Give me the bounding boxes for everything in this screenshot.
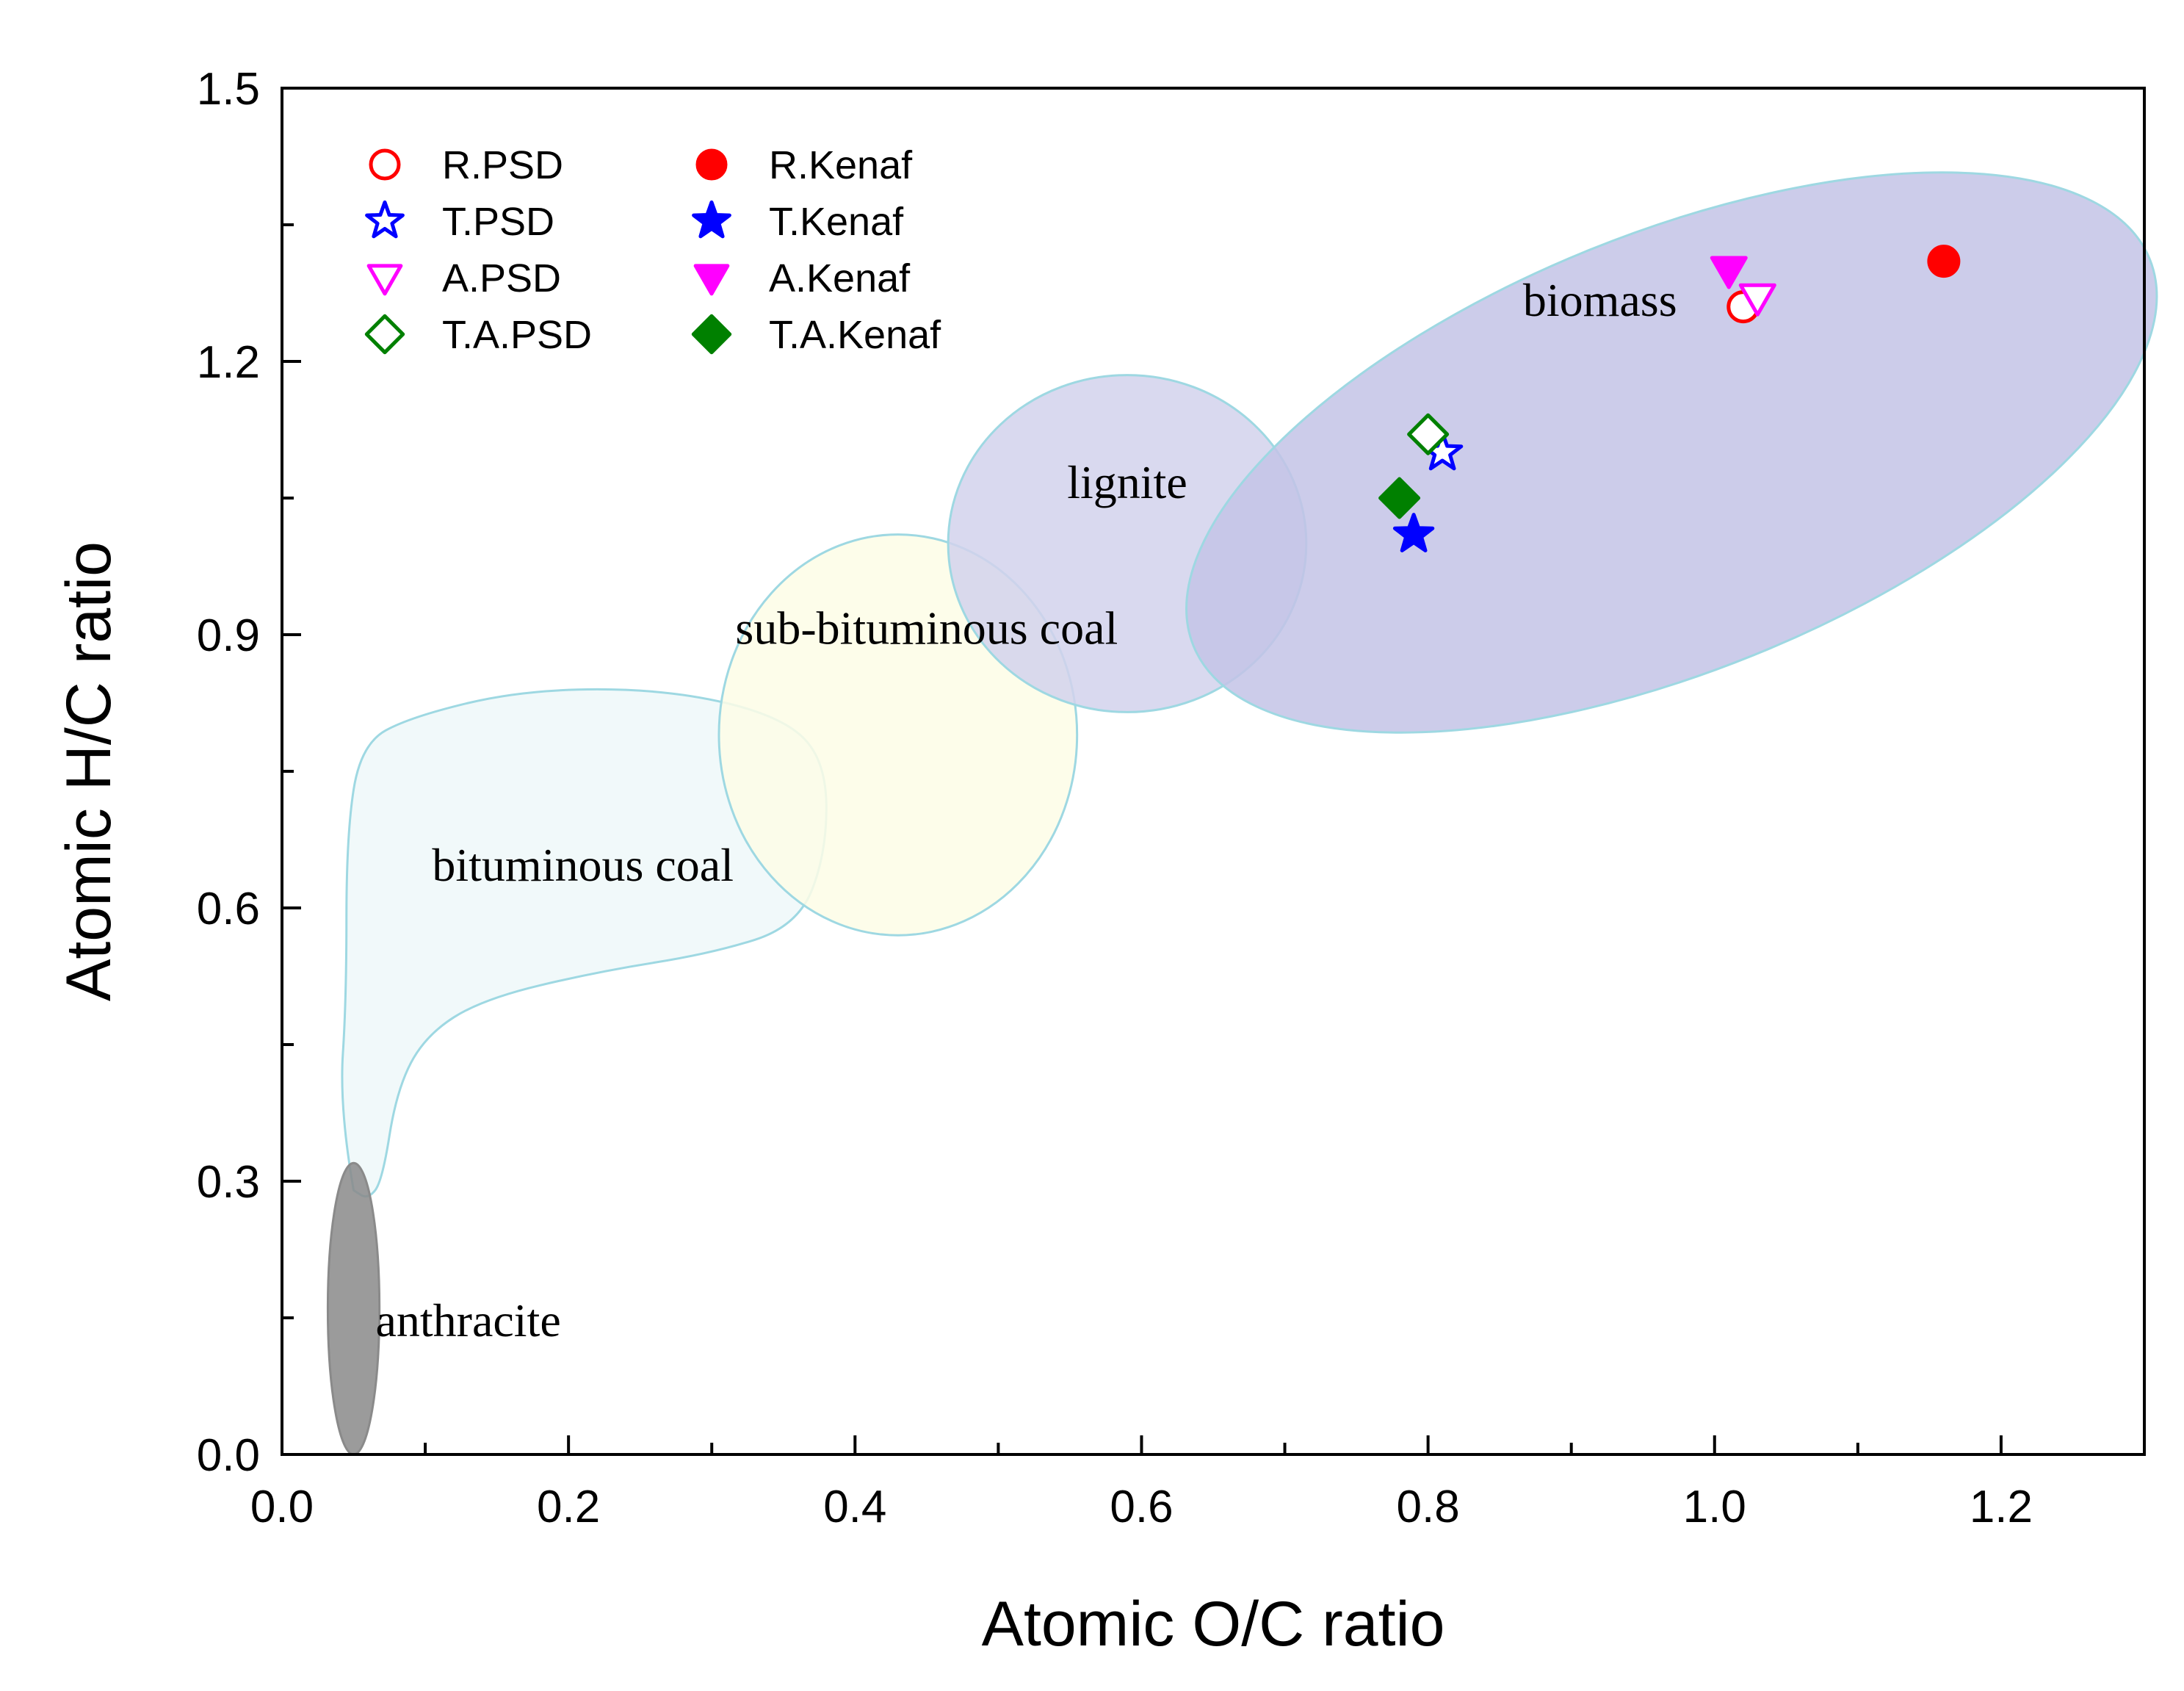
y-tick-label: 1.5 xyxy=(197,64,260,115)
data-point-a-kenaf xyxy=(1710,256,1748,289)
data-point-a-psd xyxy=(1738,283,1776,317)
legend-marker-t-a-kenaf xyxy=(691,314,732,355)
y-tick-label: 0.9 xyxy=(197,610,260,661)
legend-label-r-kenaf: R.Kenaf xyxy=(769,143,913,187)
legend-entry-t-a-psd: T.A.PSD xyxy=(364,313,592,357)
sub-bituminous-coal-label: sub-bituminous coal xyxy=(735,602,1118,654)
legend-entry-t-a-kenaf: T.A.Kenaf xyxy=(691,313,941,357)
legend-label-t-kenaf: T.Kenaf xyxy=(769,200,904,244)
y-tick-label: 0.6 xyxy=(197,884,260,934)
legend-label-t-psd: T.PSD xyxy=(442,200,554,244)
legend-entry-t-psd: T.PSD xyxy=(365,200,554,244)
legend-marker-a-kenaf xyxy=(693,264,730,296)
region-layer xyxy=(326,171,2158,1456)
legend-entry-r-psd: R.PSD xyxy=(369,143,563,187)
legend-entry-t-kenaf: T.Kenaf xyxy=(692,200,904,244)
legend-label-t-a-psd: T.A.PSD xyxy=(442,313,592,357)
x-tick-label: 1.0 xyxy=(1683,1482,1746,1532)
biomass-label: biomass xyxy=(1523,274,1677,326)
x-axis-title: Atomic O/C ratio xyxy=(982,1589,1445,1659)
anthracite-label: anthracite xyxy=(375,1294,560,1346)
data-point-r-kenaf xyxy=(1927,245,1961,278)
bituminous-coal-label: bituminous coal xyxy=(432,839,734,891)
legend-marker-r-psd xyxy=(369,148,401,181)
y-tick-label: 1.2 xyxy=(197,337,260,388)
legend-marker-a-psd xyxy=(366,264,403,296)
x-tick-label: 0.0 xyxy=(250,1482,314,1532)
x-tick-label: 0.4 xyxy=(823,1482,886,1532)
lignite-label: lignite xyxy=(1067,456,1187,508)
legend-label-a-psd: A.PSD xyxy=(442,256,561,300)
legend-marker-t-psd xyxy=(365,200,405,239)
biomass-region xyxy=(1185,171,2158,734)
x-tick-label: 0.2 xyxy=(537,1482,600,1532)
legend-marker-r-kenaf xyxy=(695,148,728,181)
x-tick-label: 1.2 xyxy=(1970,1482,2033,1532)
y-axis-ticks: 0.0 0.3 0.6 0.9 1.2 1.5 xyxy=(197,64,301,1481)
data-point-t-a-kenaf xyxy=(1378,477,1421,519)
x-tick-label: 0.8 xyxy=(1397,1482,1460,1532)
y-axis-title: Atomic H/C ratio xyxy=(54,541,124,1001)
legend-entry-r-kenaf: R.Kenaf xyxy=(695,143,913,187)
legend: R.PSD T.PSD A.PSD T.A.PSD R.Kenaf T.Kenaf A.Ke… xyxy=(364,143,941,357)
legend-marker-t-a-psd xyxy=(364,314,405,355)
legend-marker-t-kenaf xyxy=(692,200,731,239)
x-axis-ticks: 0.0 0.2 0.4 0.6 0.8 1.0 1.2 xyxy=(250,1435,2146,1532)
y-tick-label: 0.0 xyxy=(197,1430,260,1481)
anthracite-region xyxy=(326,1161,381,1456)
data-point-t-kenaf xyxy=(1392,513,1435,552)
x-tick-label: 0.6 xyxy=(1110,1482,1173,1532)
legend-entry-a-psd: A.PSD xyxy=(366,256,561,300)
y-tick-label: 0.3 xyxy=(197,1157,260,1208)
legend-label-a-kenaf: A.Kenaf xyxy=(769,256,911,300)
legend-entry-a-kenaf: A.Kenaf xyxy=(693,256,911,300)
legend-label-r-psd: R.PSD xyxy=(442,143,563,187)
data-point-layer xyxy=(1378,245,1961,552)
region-label-layer: bituminous coal sub-bituminous coal lignit… xyxy=(375,274,1677,1346)
legend-label-t-a-kenaf: T.A.Kenaf xyxy=(769,313,941,357)
data-point-t-a-psd xyxy=(1407,413,1450,455)
